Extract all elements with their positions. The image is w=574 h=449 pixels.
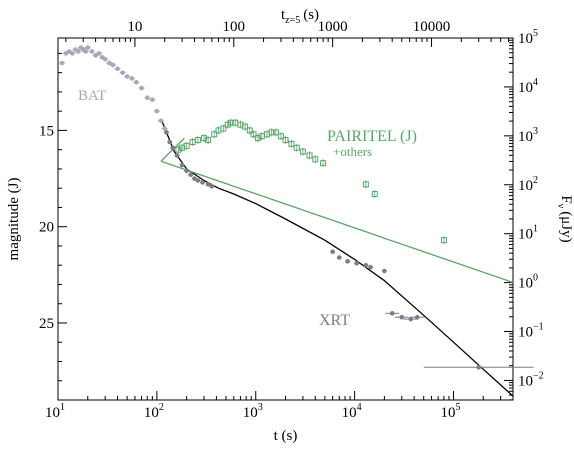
x-tick-label-exponent: 1: [60, 402, 65, 413]
bat-point: [84, 50, 88, 54]
xrt-point: [364, 263, 368, 267]
pairitel-annotation: PAIRITEL (J): [327, 128, 417, 145]
xrt-point: [168, 140, 172, 144]
xrt-point: [201, 181, 205, 185]
bat-point: [97, 52, 101, 56]
x-tick-label-base: 10: [440, 405, 455, 421]
bat-point: [151, 98, 155, 102]
xrt-point: [383, 269, 387, 273]
top-tick-label: 100: [223, 19, 246, 35]
bat-point: [86, 46, 90, 50]
flux-tick-label-exponent: −2: [533, 370, 544, 381]
bat-point: [159, 119, 163, 123]
xrt-point: [171, 146, 175, 150]
xrt-point: [409, 317, 413, 321]
y-tick-label: 20: [39, 220, 54, 236]
x-tick-label-base: 10: [243, 405, 258, 421]
flux-tick-label-base: 10: [518, 178, 533, 194]
flux-tick-label-exponent: 4: [533, 77, 538, 88]
bat-point: [111, 63, 115, 67]
flux-tick-label-exponent: 3: [533, 126, 538, 137]
bat-point: [71, 52, 75, 56]
bat-point: [103, 57, 107, 61]
xrt-point: [196, 179, 200, 183]
flux-tick-label-base: 10: [518, 31, 533, 47]
x-tick-label-exponent: 4: [357, 402, 362, 413]
bat-point: [76, 50, 80, 54]
flux-tick-label-base: 10: [518, 80, 533, 96]
left-axis-label: magnitude (J): [6, 178, 22, 261]
bat-point: [121, 71, 125, 75]
xrt-point: [165, 131, 169, 135]
top-tick-label: 1000: [318, 19, 348, 35]
x-tick-label-exponent: 5: [455, 402, 460, 413]
xrt-point: [390, 312, 394, 316]
y-tick-label: 15: [39, 123, 54, 139]
xrt-annotation: XRT: [319, 312, 350, 329]
flux-tick-label-exponent: 2: [533, 175, 538, 186]
bat-point: [140, 86, 144, 90]
xrt-point: [369, 265, 373, 269]
x-axis-label: t (s): [274, 428, 298, 444]
right-axis-label-sub: ν: [555, 204, 566, 209]
xrt-point: [175, 154, 179, 158]
x-tick-label-base: 10: [144, 405, 159, 421]
x-tick-label-base: 10: [342, 405, 357, 421]
top-tick-label: 10000: [413, 19, 451, 35]
bat-point: [60, 61, 64, 65]
pairitel-others-annotation: +others: [333, 144, 372, 159]
bat-point: [116, 67, 120, 71]
xrt-point: [355, 261, 359, 265]
flux-tick-label-exponent: 1: [533, 224, 538, 235]
xrt-point: [189, 173, 193, 177]
xrt-point: [477, 365, 481, 369]
x-tick-label-exponent: 3: [258, 402, 263, 413]
right-axis-label-unit: (μJy): [558, 211, 574, 242]
xrt-point: [210, 184, 214, 188]
x-tick-label-exponent: 2: [159, 402, 164, 413]
flux-tick-label-base: 10: [518, 325, 533, 341]
flux-tick-label-base: 10: [518, 129, 533, 145]
flux-tick-label-base: 10: [518, 227, 533, 243]
xrt-point: [206, 183, 210, 187]
flux-tick-label-exponent: 5: [533, 28, 538, 39]
bat-point: [145, 96, 149, 100]
xrt-point: [346, 260, 350, 264]
bat-point: [125, 75, 129, 79]
bat-point: [163, 127, 167, 131]
flux-tick-label-base: 10: [518, 373, 533, 389]
bat-point: [135, 80, 139, 84]
xrt-point: [337, 256, 341, 260]
xrt-point: [185, 169, 189, 173]
flux-tick-label-exponent: −1: [533, 322, 544, 333]
bat-point: [155, 109, 159, 113]
bat-point: [107, 61, 111, 65]
y-tick-label: 25: [39, 316, 54, 332]
bat-point: [90, 50, 94, 54]
top-tick-label: 10: [127, 19, 142, 35]
bat-point: [130, 77, 134, 81]
xrt-point: [331, 250, 335, 254]
x-tick-label-base: 10: [45, 405, 60, 421]
xrt-point: [415, 315, 419, 319]
right-axis-label-main: F: [558, 195, 574, 203]
bat-annotation: BAT: [78, 88, 106, 104]
top-axis-label-sub: z=5: [285, 15, 300, 26]
top-axis-label-unit: (s): [303, 7, 319, 23]
xrt-point: [180, 163, 184, 167]
flux-tick-label-exponent: 0: [533, 273, 538, 284]
xrt-point: [400, 315, 404, 319]
flux-tick-label-base: 10: [518, 276, 533, 292]
